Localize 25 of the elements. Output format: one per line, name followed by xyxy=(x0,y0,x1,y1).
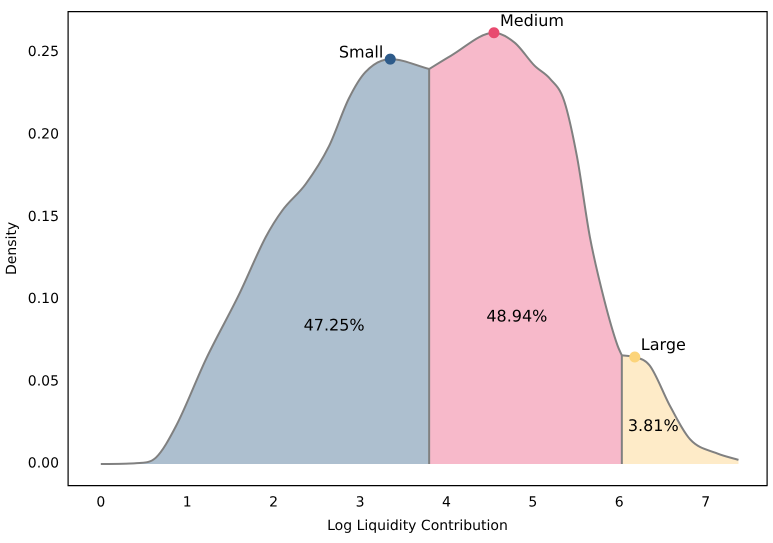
y-tick-label: 0.05 xyxy=(28,373,59,390)
x-tick-label: 4 xyxy=(442,494,451,510)
point xyxy=(488,27,500,38)
y-tick-label: 0.20 xyxy=(28,126,59,142)
x-tick-label: 1 xyxy=(182,494,192,510)
y-tick-label: 0.10 xyxy=(28,291,59,308)
series-label: Medium xyxy=(500,10,564,30)
y-tick-label: 0.25 xyxy=(28,44,59,60)
x-tick-label: 6 xyxy=(614,494,624,510)
x-tick-label: 2 xyxy=(269,494,278,510)
x-tick-label: 7 xyxy=(701,494,710,510)
point xyxy=(629,352,640,363)
point xyxy=(384,54,396,65)
y-tick-label: 0.15 xyxy=(28,208,59,225)
series-label: Large xyxy=(640,335,686,354)
y-axis-title: Density xyxy=(4,222,20,276)
annotation: 3.81% xyxy=(628,416,679,436)
x-tick-label: 0 xyxy=(96,494,106,510)
annotation: 47.25% xyxy=(304,316,365,335)
x-tick-label: 3 xyxy=(356,494,364,510)
x-axis-title: Log Liquidity Contribution xyxy=(327,518,508,534)
x-tick-label: 5 xyxy=(528,494,538,510)
annotation: 48.94% xyxy=(486,306,548,326)
series-label: Small xyxy=(338,42,384,62)
y-tick-label: 0.00 xyxy=(28,456,59,472)
